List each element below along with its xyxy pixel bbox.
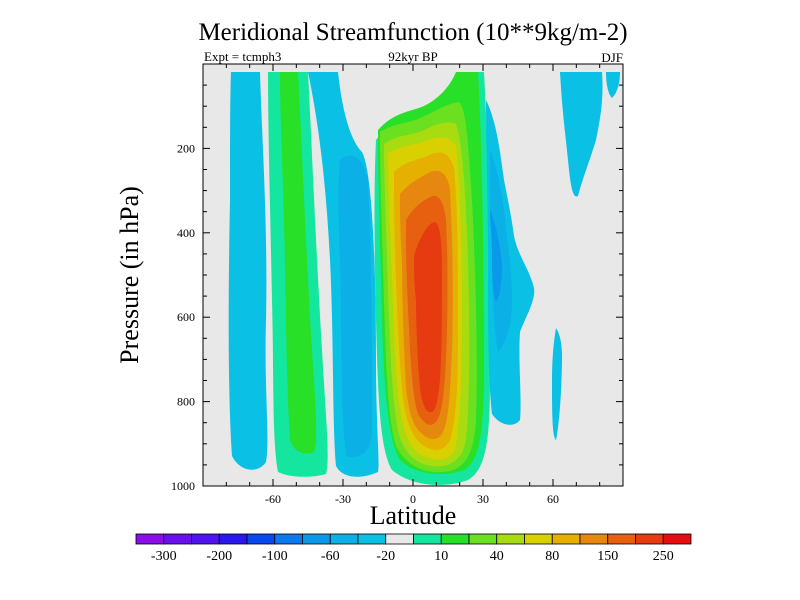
colorbar-box <box>163 533 192 545</box>
contour-band <box>228 72 268 470</box>
colorbar-box <box>635 533 664 545</box>
x-tick-label: 30 <box>477 492 489 506</box>
colorbar-box <box>579 533 609 545</box>
colorbar-label: -100 <box>262 549 288 564</box>
colorbar-box <box>329 533 359 545</box>
chart-title: Meridional Streamfunction (10**9kg/m-2) <box>198 19 627 46</box>
y-tick-label: 800 <box>177 395 195 409</box>
contour-band <box>414 222 442 413</box>
colorbar-box <box>135 533 165 545</box>
x-tick-label: 0 <box>410 492 416 506</box>
colorbar-box <box>440 533 470 545</box>
x-tick-label: -60 <box>265 492 281 506</box>
colorbar-box <box>357 533 387 545</box>
colorbar-box <box>662 533 692 545</box>
chart-subtitle-right: DJF <box>601 50 623 65</box>
axis-ticks: -60 -30 0 30 60 200 400 600 800 1000 <box>171 64 623 506</box>
colorbar-box <box>191 533 220 545</box>
colorbar-label: -60 <box>321 549 340 564</box>
colorbar-label: 80 <box>545 549 559 564</box>
colorbar-box <box>496 533 525 545</box>
colorbar-label: -200 <box>206 549 232 564</box>
chart-subtitle-left: Expt = tcmph3 <box>204 49 281 64</box>
contour-band <box>606 72 620 98</box>
colorbar-box <box>218 533 248 545</box>
contour-band <box>280 72 317 454</box>
y-tick-label: 200 <box>177 141 195 155</box>
colorbar-box <box>302 533 331 545</box>
colorbar-box <box>524 533 553 545</box>
colorbar-label: 250 <box>653 549 674 564</box>
y-tick-label: 600 <box>177 310 195 324</box>
colorbar-box <box>413 533 442 545</box>
colorbar: -300 -200 -100 -60 -20 10 40 80 150 250 <box>135 533 692 564</box>
colorbar-box <box>607 533 636 545</box>
contour-band <box>552 328 562 440</box>
chart-subtitle-center: 92kyr BP <box>388 49 437 64</box>
colorbar-label: 10 <box>434 549 448 564</box>
y-axis-label: Pressure (in hPa) <box>115 186 144 364</box>
colorbar-box <box>468 533 498 545</box>
contour-layer <box>228 72 620 485</box>
colorbar-box <box>246 533 276 545</box>
contour-band <box>560 72 603 197</box>
colorbar-box <box>551 533 581 545</box>
colorbar-label: 150 <box>597 549 618 564</box>
colorbar-label: -300 <box>151 549 177 564</box>
x-tick-label: 60 <box>547 492 559 506</box>
colorbar-label: -20 <box>376 549 395 564</box>
contour-band <box>490 150 512 352</box>
x-axis-label: Latitude <box>370 501 457 530</box>
y-tick-label: 400 <box>177 226 195 240</box>
colorbar-box <box>274 533 303 545</box>
colorbar-label: 40 <box>490 549 504 564</box>
plot-area: -60 -30 0 30 60 200 400 600 800 1000 <box>171 63 624 506</box>
contour-band <box>338 155 372 457</box>
contour-band <box>490 210 502 302</box>
x-tick-label: -30 <box>335 492 351 506</box>
colorbar-box <box>385 533 414 545</box>
y-tick-label: 1000 <box>171 479 195 493</box>
